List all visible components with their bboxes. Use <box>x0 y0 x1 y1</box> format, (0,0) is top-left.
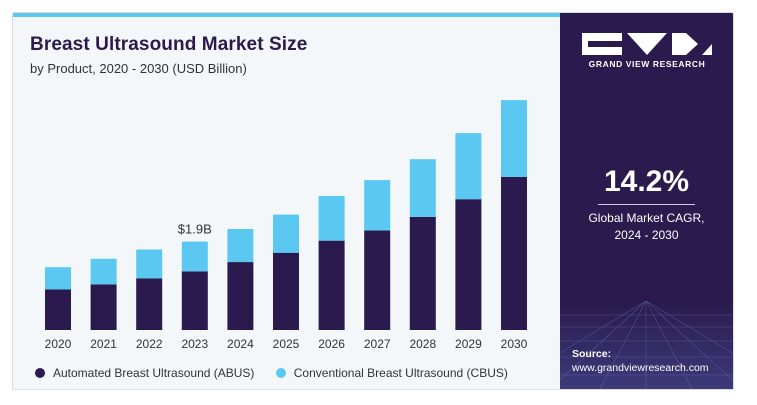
data-label-2023: $1.9B <box>178 222 212 237</box>
bar-abus-2025 <box>273 252 299 330</box>
chart-subtitle: by Product, 2020 - 2030 (USD Billion) <box>30 61 247 76</box>
cagr-label: Global Market CAGR, 2024 - 2030 <box>560 210 733 244</box>
bar-cbus-2025 <box>273 214 299 253</box>
accent-bar <box>13 13 560 17</box>
bar-abus-2026 <box>318 240 345 330</box>
cagr-value: 14.2% <box>603 165 690 198</box>
bar-cbus-2020 <box>45 267 71 290</box>
bar-cbus-2029 <box>455 133 482 200</box>
bar-cbus-2028 <box>409 159 436 217</box>
bar-abus-2020 <box>45 289 71 330</box>
bar-cbus-2021 <box>90 258 117 285</box>
bar-cbus-2027 <box>364 180 391 231</box>
brand-panel: GRAND VIEW RESEARCH 14.2% Global Market … <box>560 13 733 389</box>
grand-view-research-logo: GRAND VIEW RESEARCH <box>582 33 712 69</box>
source-note: Source: www.grandviewresearch.com <box>572 347 709 375</box>
bar-cbus-2024 <box>227 229 254 262</box>
x-tick-label-2027: 2027 <box>364 337 391 351</box>
bar-cbus-2022 <box>136 249 163 279</box>
source-title: Source: <box>572 348 612 360</box>
decorative-grid-floor <box>560 301 733 389</box>
logo-arrow-icon <box>672 33 712 55</box>
legend-swatch-cbus <box>275 368 286 378</box>
brand-name: GRAND VIEW RESEARCH <box>588 59 706 69</box>
bar-cbus-2026 <box>318 196 345 241</box>
source-url[interactable]: www.grandviewresearch.com <box>572 362 709 374</box>
chart-panel: Breast Ultrasound Market Size by Product… <box>13 17 560 389</box>
x-tick-label-2022: 2022 <box>136 337 163 351</box>
logo-chevron-icon <box>627 33 667 55</box>
bar-abus-2030 <box>501 176 527 330</box>
legend-item-abus: Automated Breast Ultrasound (ABUS) <box>35 366 254 380</box>
cagr-label-line1: Global Market CAGR, <box>588 211 705 225</box>
bar-abus-2029 <box>455 199 482 330</box>
cagr-divider <box>598 204 695 205</box>
bar-abus-2028 <box>409 216 436 330</box>
bar-cbus-2030 <box>501 100 527 177</box>
bar-abus-2024 <box>227 262 254 330</box>
legend-item-cbus: Conventional Breast Ultrasound (CBUS) <box>275 366 508 380</box>
x-tick-label-2023: 2023 <box>181 337 208 351</box>
legend-label-abus: Automated Breast Ultrasound (ABUS) <box>53 366 255 380</box>
cagr-label-line2: 2024 - 2030 <box>614 228 679 242</box>
stacked-bar-chart: 2020 2021 2022 2023 $1.9B 2024 2025 2026 2027 202… <box>45 100 528 351</box>
legend-label-cbus: Conventional Breast Ultrasound (CBUS) <box>293 366 508 380</box>
logo-block-icon <box>582 33 622 55</box>
x-tick-label-2029: 2029 <box>455 337 482 351</box>
x-tick-label-2026: 2026 <box>318 337 345 351</box>
bar-abus-2021 <box>90 284 117 330</box>
chart-title: Breast Ultrasound Market Size <box>30 34 308 55</box>
x-tick-label-2020: 2020 <box>45 337 72 351</box>
bar-cbus-2023 <box>181 241 208 272</box>
x-tick-label-2021: 2021 <box>90 337 117 351</box>
x-tick-label-2024: 2024 <box>227 337 254 351</box>
infographic-card: Breast Ultrasound Market Size by Product… <box>12 12 734 390</box>
chart-legend: Automated Breast Ultrasound (ABUS) Conve… <box>35 366 526 381</box>
bar-abus-2023 <box>181 271 208 330</box>
bar-abus-2027 <box>364 230 391 330</box>
bar-abus-2022 <box>136 278 163 330</box>
x-tick-label-2025: 2025 <box>273 337 300 351</box>
legend-swatch-abus <box>35 368 45 378</box>
x-tick-label-2030: 2030 <box>501 337 528 351</box>
x-tick-label-2028: 2028 <box>409 337 436 351</box>
